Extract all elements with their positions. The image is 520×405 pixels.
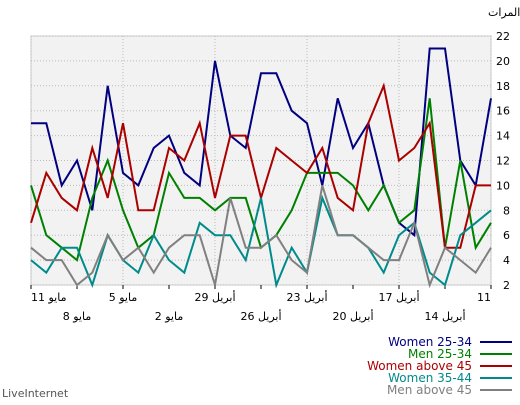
x-tick-label: 11 (477, 291, 491, 304)
x-tick-label: 11 مايو (31, 291, 67, 304)
y-tick-label: 12 (496, 155, 510, 168)
y-tick-label: 14 (496, 130, 510, 143)
y-ticks: 2 4 6 8 10 12 14 16 18 20 22 (496, 30, 510, 292)
y-tick-label: 22 (496, 30, 510, 43)
y-tick-label: 16 (496, 105, 510, 118)
legend-label: Men 25-34 (408, 347, 472, 361)
gridlines (30, 35, 492, 286)
x-tick-label: 29 أبريل (194, 290, 235, 304)
y-tick-label: 8 (503, 204, 510, 217)
y-tick-label: 6 (503, 229, 510, 242)
x-tick-label: 20 أبريل (332, 309, 373, 323)
x-tick-label: 14 أبريل (424, 309, 465, 323)
legend-label: Women 35-44 (388, 371, 472, 385)
x-tick-label: 2 مايو (155, 310, 184, 323)
x-tick-label: 26 أبريل (240, 309, 281, 323)
legend-label: Men above 45 (387, 383, 472, 397)
x-tick-label: 8 مايو (63, 310, 92, 323)
y-tick-label: 2 (503, 279, 510, 292)
y-tick-label: 4 (503, 254, 510, 267)
series-line-4 (30, 185, 492, 289)
x-tick-label: 5 مايو (109, 291, 138, 304)
y-tick-label: 18 (496, 80, 510, 93)
series-lines (30, 47, 492, 289)
x-tick-label: 17 أبريل (378, 290, 419, 304)
credit-label: LiveInternet (2, 387, 69, 400)
y-axis-label: المرات (488, 6, 520, 19)
legend-label: Women 25-34 (388, 335, 472, 349)
legend-label: Women above 45 (367, 359, 472, 373)
series-line-0 (31, 47, 492, 238)
y-tick-label: 20 (496, 55, 510, 68)
y-tick-label: 10 (496, 179, 510, 192)
x-ticks: 11 مايو 5 مايو 29 أبريل 23 أبريل 17 أبريل 11 8… (30, 285, 492, 323)
x-tick-label: 23 أبريل (286, 290, 327, 304)
